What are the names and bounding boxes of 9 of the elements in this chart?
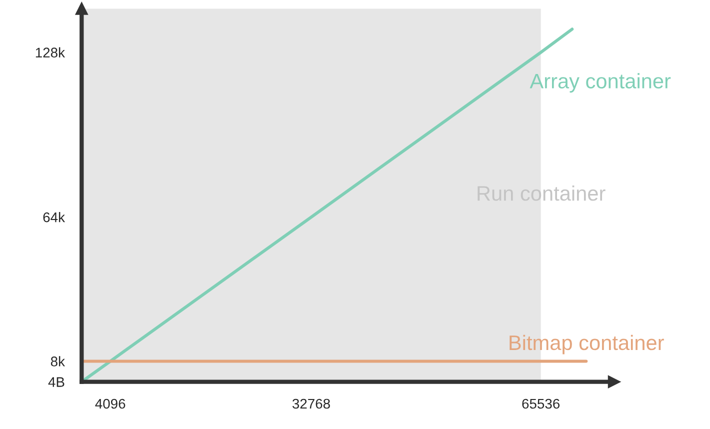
series-label: Array container bbox=[530, 73, 671, 93]
y-tick-label: 8k bbox=[50, 356, 66, 366]
x-tick-label: 65536 bbox=[522, 398, 560, 409]
x-tick-label: 4096 bbox=[95, 398, 126, 409]
x-tick-label: 32768 bbox=[292, 398, 330, 409]
y-tick-label: 128k bbox=[36, 47, 66, 58]
series-label: Bitmap container bbox=[510, 334, 664, 354]
y-tick-label: 64k bbox=[43, 212, 66, 222]
y-tick-label: 4B bbox=[48, 377, 64, 387]
